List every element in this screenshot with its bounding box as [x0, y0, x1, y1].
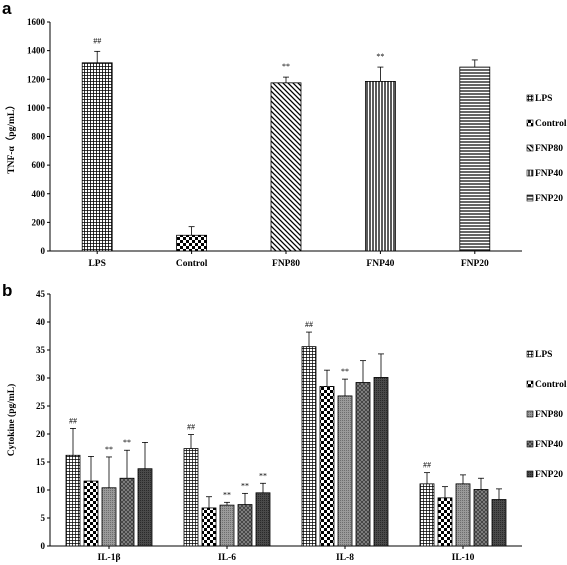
- bar-fnp80: [219, 504, 235, 547]
- panel-a-y-tick-label: 600: [32, 160, 46, 170]
- bar-lps: [65, 454, 81, 547]
- significance-mark: ##: [305, 320, 313, 329]
- panel-a: a TNF-α（pg/mL） 0 200 400 600 800 1000 1200 1400…: [2, 0, 567, 269]
- panel-a-y-tick-label: 400: [32, 189, 46, 199]
- legend-label: FNP40: [535, 169, 563, 179]
- legend-swatch: [526, 380, 534, 388]
- bar-fnp20: [255, 492, 271, 547]
- significance-mark: ##: [69, 416, 77, 425]
- panel-b-y-tick-label: 30: [36, 373, 46, 383]
- panel-b: b Cytokine (pg/mL) 0 5 10 15 20 25 30 35 40 45 IL-…: [2, 281, 567, 563]
- significance-mark: **: [223, 490, 231, 499]
- bar-control: [437, 497, 453, 547]
- panel-a-bars: ## ** **: [81, 36, 491, 252]
- significance-mark: **: [282, 62, 290, 71]
- panel-b-ylabel: Cytokine (pg/mL): [6, 384, 17, 457]
- legend-swatch: [526, 470, 534, 478]
- legend-swatch: [526, 350, 534, 358]
- legend-label: FNP40: [535, 440, 563, 450]
- bar-fnp40: [364, 80, 396, 252]
- significance-mark: ##: [93, 36, 101, 45]
- bar-fnp80: [270, 82, 302, 252]
- panel-a-x-tick-label: Control: [176, 259, 208, 269]
- legend-swatch: [526, 94, 534, 102]
- panel-b-y-tick-label: 35: [36, 345, 46, 355]
- bar-fnp40: [119, 477, 135, 547]
- bar-fnp80: [101, 487, 117, 547]
- bar-fnp40: [473, 489, 489, 547]
- panel-a-legend: LPS Control FNP80 FNP40 FNP20: [526, 94, 567, 204]
- panel-b-letter: b: [2, 281, 12, 300]
- legend-swatch: [526, 169, 534, 177]
- panel-b-y-tick-label: 10: [36, 485, 46, 495]
- panel-a-ylabel: TNF-α（pg/mL）: [5, 100, 17, 173]
- panel-a-axes: 0 200 400 600 800 1000 1200 1400 1600 LPS Control F…: [27, 17, 522, 269]
- bar-control: [176, 234, 208, 252]
- panel-b-y-tick-label: 20: [36, 429, 46, 439]
- significance-mark: ##: [423, 461, 431, 470]
- bar-fnp80: [337, 395, 353, 547]
- legend-label: LPS: [535, 94, 552, 104]
- panel-a-x-tick-label: FNP20: [461, 259, 489, 269]
- panel-b-y-tick-label: 25: [36, 401, 46, 411]
- bar-fnp20: [373, 377, 389, 547]
- panel-b-legend: LPS Control FNP80 FNP40 FNP20: [526, 350, 567, 480]
- bar-control: [83, 480, 99, 547]
- panel-a-y-tick-label: 1000: [27, 103, 46, 113]
- legend-label: FNP20: [535, 194, 563, 204]
- panel-b-bars: ## ** ** ## ** ** ** ## ** ##: [65, 320, 507, 547]
- bar-lps: [81, 62, 113, 252]
- legend-swatch: [526, 410, 534, 418]
- bar-control: [201, 507, 217, 547]
- panel-a-y-tick-label: 1400: [27, 46, 46, 56]
- panel-b-y-tick-label: 15: [36, 457, 46, 467]
- panel-a-x-tick-label: LPS: [88, 259, 105, 269]
- significance-mark: **: [105, 445, 113, 454]
- legend-label: FNP20: [535, 470, 563, 480]
- legend-label: FNP80: [535, 144, 563, 154]
- panel-a-letter: a: [2, 0, 12, 18]
- bar-lps: [301, 346, 317, 547]
- significance-mark: ##: [187, 423, 195, 432]
- panel-a-y-tick-label: 1200: [27, 74, 46, 84]
- legend-label: LPS: [535, 350, 552, 360]
- legend-swatch: [526, 194, 534, 202]
- bar-fnp20: [137, 468, 153, 547]
- legend-label: Control: [535, 119, 567, 129]
- bar-fnp40: [237, 504, 253, 547]
- bar-control: [319, 385, 335, 547]
- panel-b-y-tick-label: 45: [36, 289, 46, 299]
- panel-b-y-tick-label: 0: [41, 541, 46, 551]
- significance-mark: **: [259, 471, 267, 480]
- significance-mark: **: [241, 481, 249, 490]
- legend-swatch: [526, 119, 534, 127]
- panel-a-y-tick-label: 0: [41, 246, 46, 256]
- panel-b-x-tick-label: IL-8: [336, 553, 354, 563]
- bar-lps: [183, 448, 199, 547]
- legend-swatch: [526, 144, 534, 152]
- panel-a-x-tick-label: FNP80: [272, 259, 300, 269]
- significance-mark: **: [341, 367, 349, 376]
- legend-label: Control: [535, 380, 567, 390]
- significance-mark: **: [376, 52, 384, 61]
- panel-a-x-tick-label: FNP40: [366, 259, 394, 269]
- significance-mark: **: [123, 438, 131, 447]
- legend-swatch: [526, 440, 534, 448]
- panel-b-x-tick-label: IL-10: [452, 553, 475, 563]
- panel-b-y-tick-label: 5: [41, 513, 46, 523]
- panel-b-x-tick-label: IL-6: [218, 553, 236, 563]
- panel-b-x-tick-label: IL-1β: [98, 553, 121, 563]
- panel-a-y-tick-label: 800: [32, 132, 46, 142]
- bar-fnp20: [491, 499, 507, 547]
- bar-fnp20: [459, 66, 491, 252]
- panel-b-y-tick-label: 40: [36, 317, 46, 327]
- panel-a-y-tick-label: 1600: [27, 17, 46, 27]
- bar-fnp80: [455, 483, 471, 547]
- bar-lps: [419, 483, 435, 547]
- bar-fnp40: [355, 382, 371, 547]
- panel-a-y-tick-label: 200: [32, 217, 46, 227]
- legend-label: FNP80: [535, 410, 563, 420]
